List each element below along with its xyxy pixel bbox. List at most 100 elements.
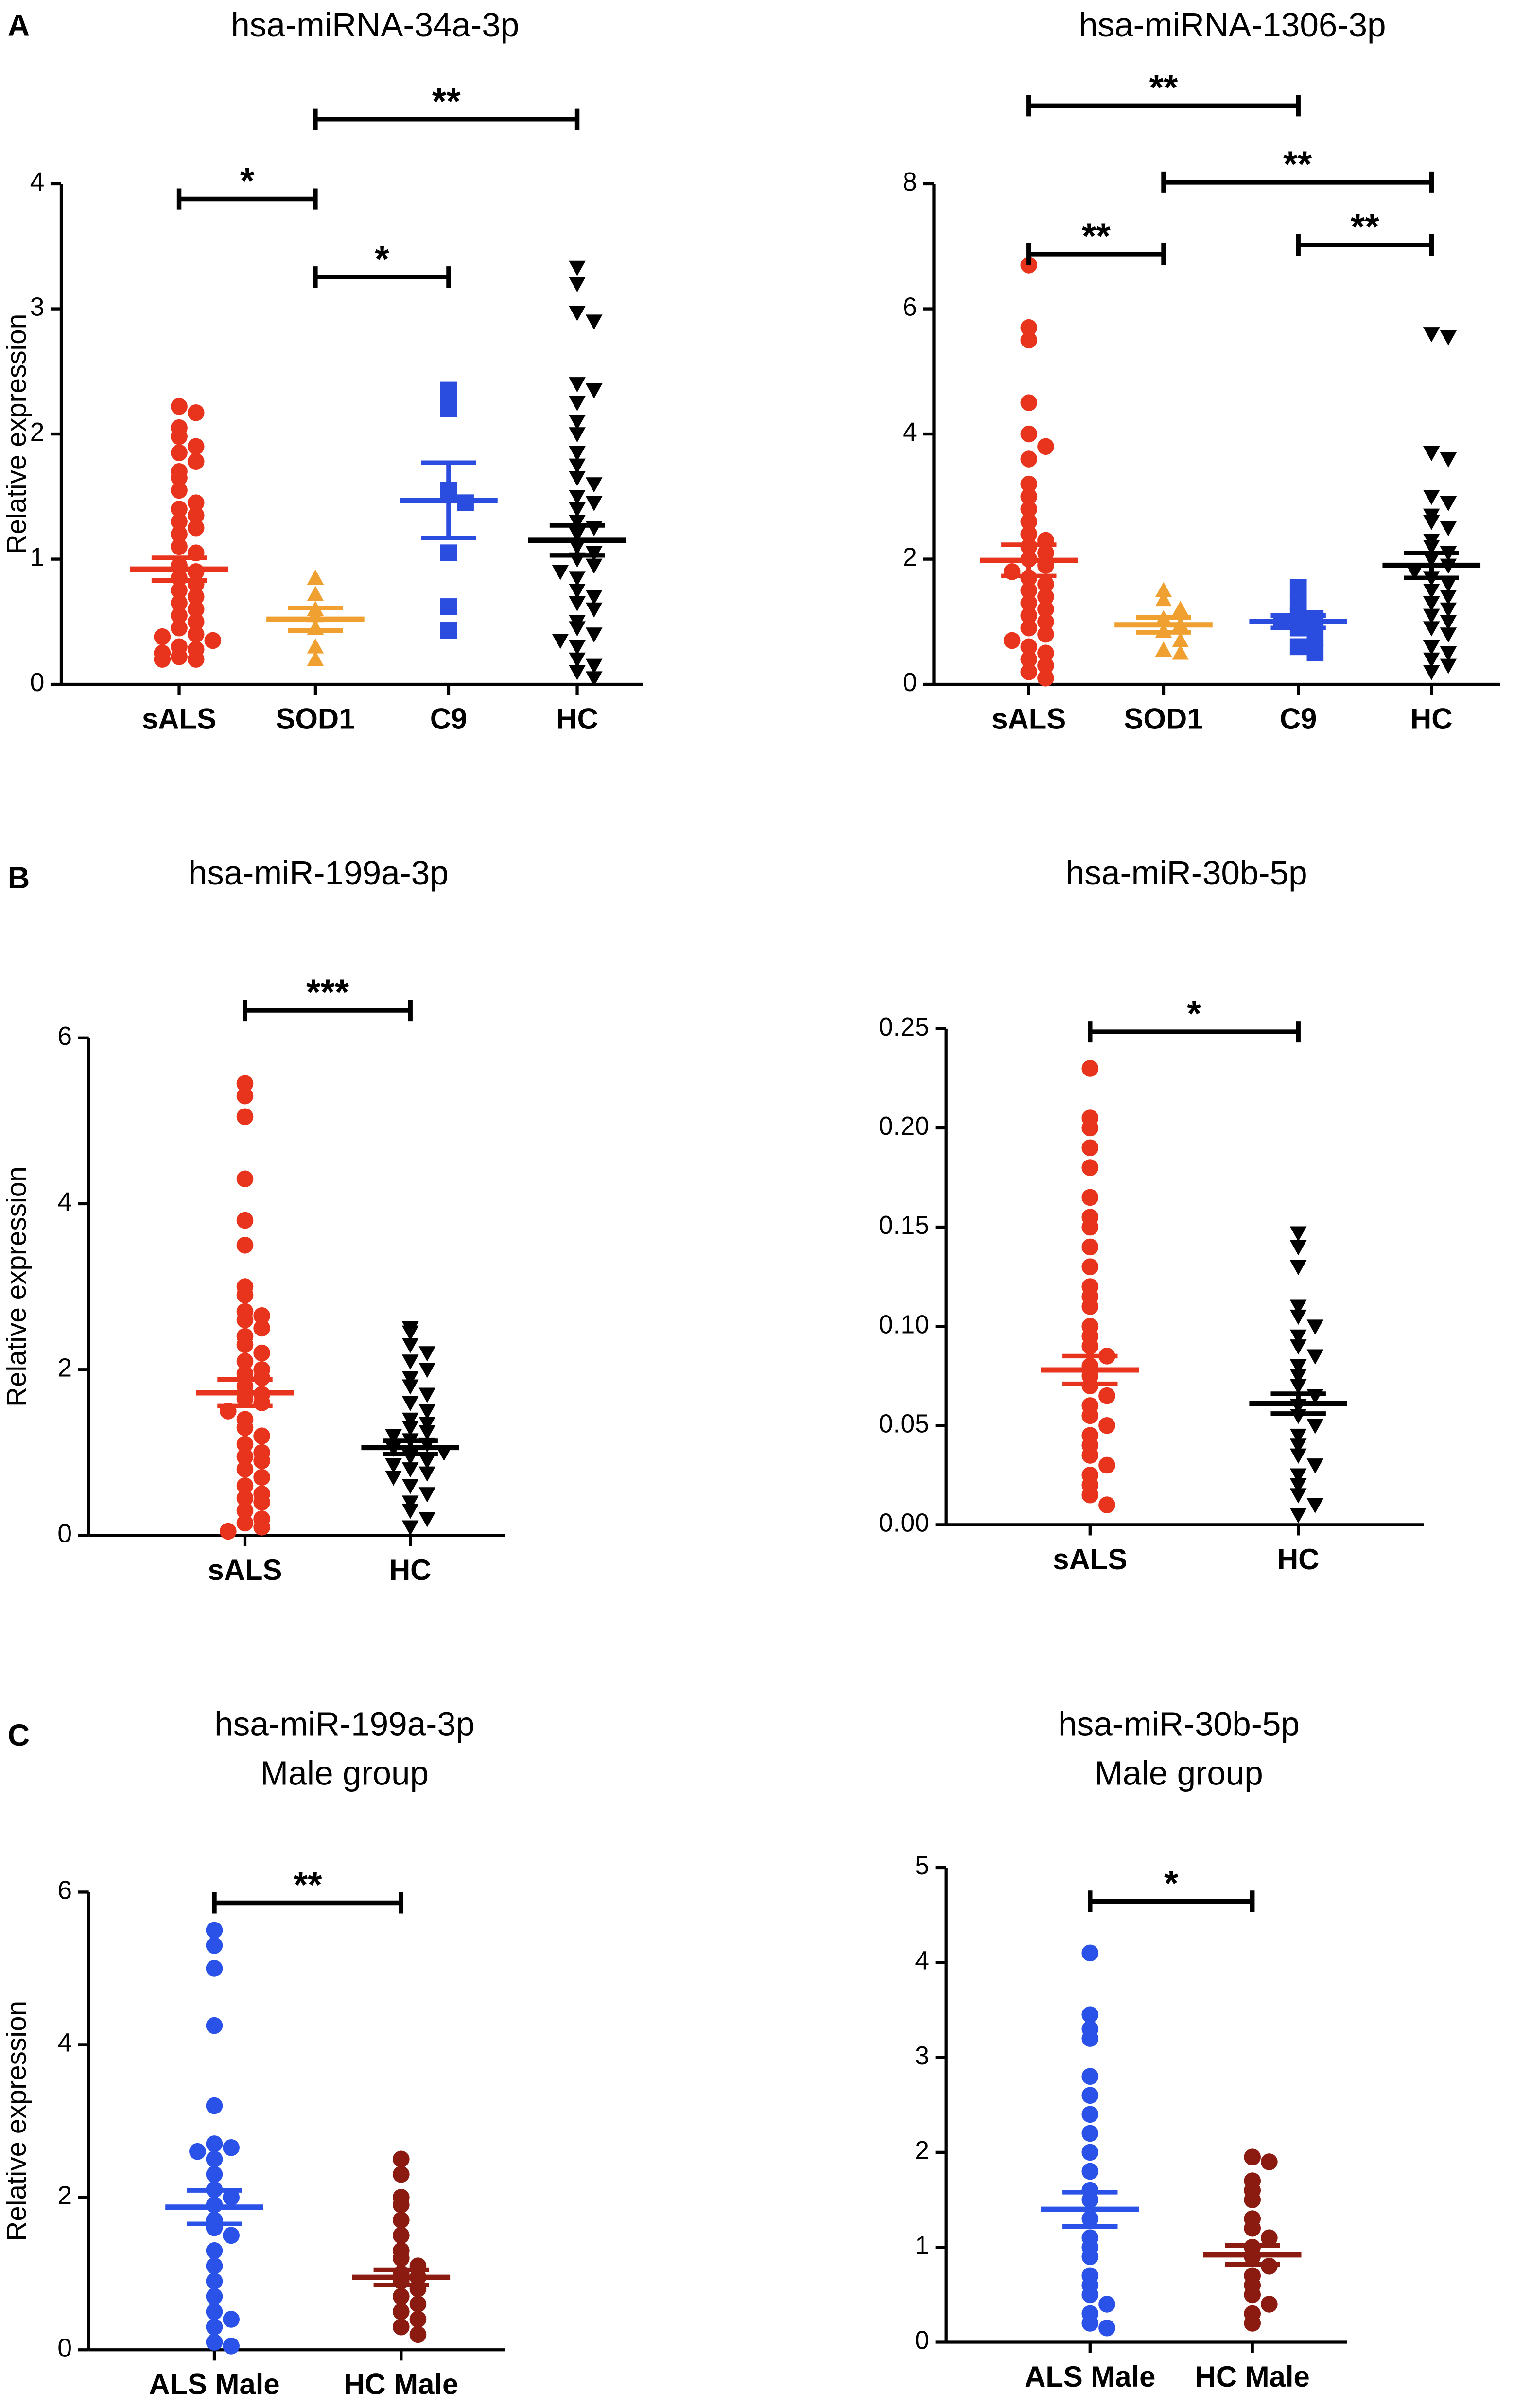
- significance-label: *: [375, 239, 389, 280]
- data-point: [1440, 602, 1457, 618]
- data-point: [1172, 632, 1189, 647]
- data-point: [171, 607, 188, 624]
- error-bar: [373, 2267, 429, 2287]
- data-point: [392, 2250, 410, 2267]
- data-point: [1440, 658, 1457, 674]
- data-point: [1423, 621, 1440, 637]
- chart-title: hsa-miRNA-34a-3p: [231, 6, 519, 44]
- data-point: [1406, 565, 1423, 580]
- data-point: [1289, 1260, 1307, 1276]
- x-tick-label: HC Male: [344, 2368, 458, 2401]
- data-point: [223, 2227, 240, 2244]
- y-axis-label: Relative expression: [1, 2001, 32, 2241]
- y-tick-label: 0: [57, 1520, 72, 1548]
- y-tick-label: 0.15: [879, 1211, 929, 1240]
- significance-bracket: [1026, 243, 1166, 265]
- data-point: [1081, 1944, 1099, 1962]
- x-tick-label: sALS: [208, 1554, 282, 1586]
- y-tick-label: 0: [903, 668, 917, 697]
- data-point: [1098, 1387, 1115, 1404]
- chart-panel: hsa-miR-199a-3p Male group C Relative expre…: [1, 1705, 505, 2401]
- data-point: [204, 632, 222, 649]
- data-point: [1098, 2296, 1115, 2313]
- x-tick-label: sALS: [992, 702, 1066, 735]
- data-point: [1037, 657, 1054, 674]
- data-point: [253, 1319, 270, 1337]
- data-point: [569, 665, 586, 680]
- data-point: [569, 427, 586, 443]
- y-tick-label: 6: [903, 293, 917, 322]
- data-point: [206, 2303, 223, 2321]
- y-tick-label: 6: [57, 1022, 72, 1051]
- data-point: [585, 314, 603, 330]
- data-point: [418, 1487, 436, 1503]
- data-point: [1081, 2106, 1099, 2123]
- data-point: [585, 602, 603, 618]
- panel-label: C: [8, 1718, 30, 1752]
- data-point: [1306, 610, 1324, 627]
- data-point: [552, 634, 569, 649]
- y-tick-label: 2: [915, 2136, 929, 2165]
- data-point: [206, 2318, 223, 2336]
- y-tick-label: 2: [903, 543, 917, 572]
- significance-label: *: [1187, 994, 1201, 1035]
- data-point: [1423, 446, 1440, 462]
- y-tick-label: 0: [30, 668, 45, 697]
- data-point: [1037, 588, 1054, 606]
- significance-bracket: [1026, 95, 1301, 117]
- data-point: [1440, 521, 1457, 537]
- data-point: [187, 453, 205, 470]
- y-tick-label: 0: [915, 2326, 929, 2355]
- chart-subtitle: Male group: [260, 1754, 429, 1792]
- data-point: [585, 558, 603, 574]
- chart-title: hsa-miR-30b-5p: [1066, 854, 1307, 892]
- data-point: [236, 1108, 254, 1126]
- x-tick-label: ALS Male: [149, 2368, 279, 2401]
- data-point: [206, 2288, 223, 2305]
- data-point: [569, 489, 586, 505]
- data-point: [1172, 644, 1189, 660]
- significance-label: **: [1149, 68, 1178, 108]
- data-point: [1440, 577, 1457, 593]
- y-tick-label: 3: [30, 293, 45, 322]
- data-point: [1423, 327, 1440, 343]
- data-point: [392, 2303, 410, 2321]
- data-point: [236, 1490, 254, 1507]
- data-point: [1020, 525, 1038, 543]
- data-point: [392, 2165, 410, 2183]
- data-point: [1289, 1369, 1307, 1385]
- data-point: [1020, 394, 1038, 411]
- data-point: [569, 621, 586, 637]
- data-point: [1306, 1419, 1324, 1434]
- data-point: [253, 1344, 270, 1362]
- data-point: [585, 477, 603, 493]
- data-point: [1289, 1428, 1307, 1444]
- data-point: [206, 2150, 223, 2168]
- data-point: [1244, 2219, 1261, 2237]
- data-point: [401, 1354, 419, 1370]
- data-point: [1172, 601, 1189, 616]
- data-point: [1289, 1339, 1307, 1355]
- data-point: [1289, 1359, 1307, 1375]
- data-point: [253, 1307, 270, 1324]
- data-point: [418, 1404, 436, 1420]
- data-point: [1306, 1458, 1324, 1474]
- data-point: [1244, 2148, 1261, 2166]
- data-point: [171, 482, 188, 499]
- data-point: [569, 584, 586, 599]
- x-tick-label: HC: [1277, 1543, 1319, 1576]
- data-point: [206, 2097, 223, 2114]
- data-point: [253, 1493, 270, 1511]
- data-point: [206, 2017, 223, 2034]
- data-point: [1020, 319, 1038, 336]
- data-point: [1098, 2319, 1115, 2337]
- data-point: [1289, 1226, 1307, 1242]
- data-point: [1081, 2163, 1099, 2180]
- data-point: [1440, 589, 1457, 606]
- data-point: [1289, 1508, 1307, 1524]
- data-point: [1037, 613, 1054, 630]
- y-tick-label: 1: [30, 543, 45, 572]
- data-point: [569, 458, 586, 474]
- data-point: [307, 638, 324, 654]
- x-tick-label: ALS Male: [1025, 2360, 1155, 2393]
